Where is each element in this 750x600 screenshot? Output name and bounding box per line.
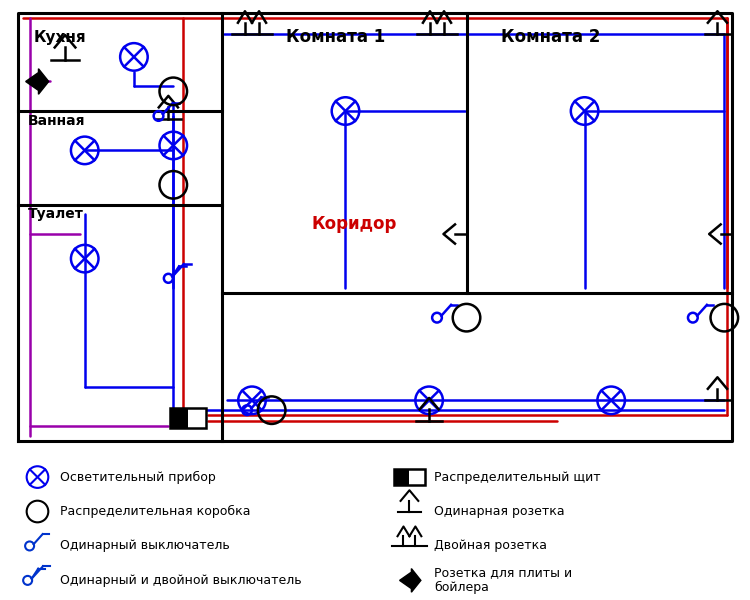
Text: Распределительная коробка: Распределительная коробка [60, 505, 250, 518]
Text: Осветительный прибор: Осветительный прибор [60, 470, 216, 484]
Text: Коридор: Коридор [311, 215, 397, 233]
Text: Комната 1: Комната 1 [286, 28, 386, 46]
Bar [170, 408, 188, 428]
Text: Кухня: Кухня [34, 31, 86, 46]
Bar [394, 469, 425, 485]
Text: Одинарный выключатель: Одинарный выключатель [60, 539, 229, 553]
Text: Ванная: Ванная [28, 114, 86, 128]
Text: Двойная розетка: Двойная розетка [434, 539, 547, 553]
Bar [394, 469, 410, 485]
Bar [170, 408, 206, 428]
Text: Розетка для плиты и
бойлера: Розетка для плиты и бойлера [434, 566, 572, 595]
Polygon shape [400, 569, 421, 592]
Text: Туалет: Туалет [28, 208, 83, 221]
Text: Одинарная розетка: Одинарная розетка [434, 505, 565, 518]
Text: Комната 2: Комната 2 [501, 28, 600, 46]
Text: Распределительный щит: Распределительный щит [434, 470, 601, 484]
Text: Одинарный и двойной выключатель: Одинарный и двойной выключатель [60, 574, 302, 587]
Polygon shape [26, 69, 49, 94]
